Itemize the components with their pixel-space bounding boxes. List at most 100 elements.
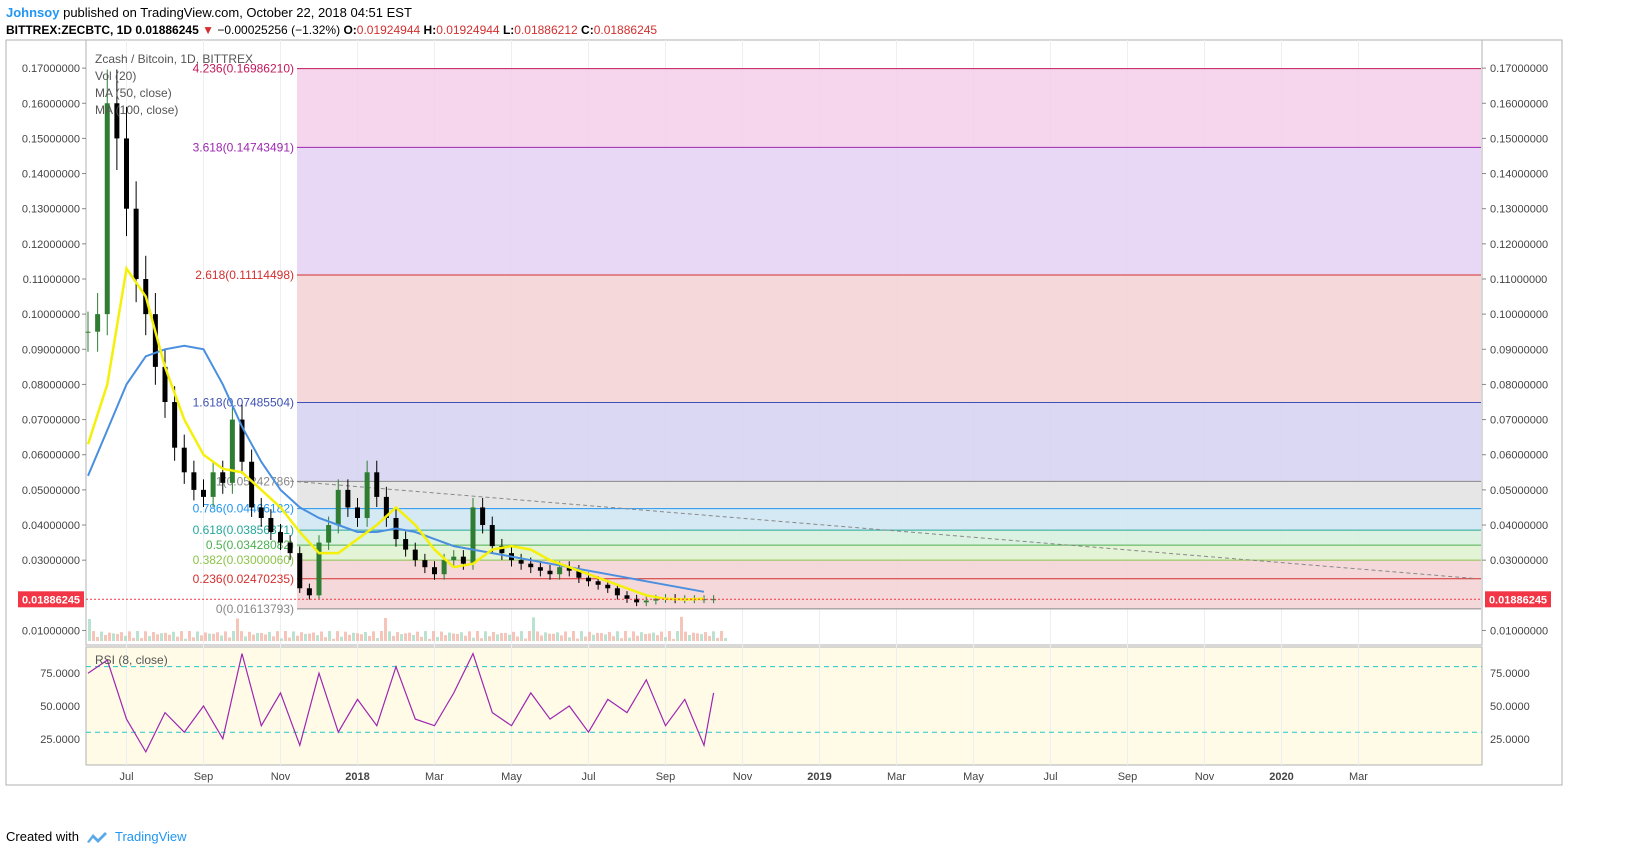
author-link[interactable]: Johnsoy: [6, 5, 60, 20]
price-candle-body: [547, 570, 553, 575]
high-label: H:: [423, 23, 437, 37]
volume-bar: [584, 636, 587, 641]
volume-bar: [316, 635, 319, 641]
rsi-indicator-label[interactable]: RSI (8, close): [95, 653, 168, 667]
time-axis-label: Nov: [1195, 771, 1215, 783]
volume-bar: [384, 617, 387, 641]
volume-bar: [224, 631, 227, 641]
volume-bar: [692, 632, 695, 641]
volume-indicator-label[interactable]: Vol (20): [95, 69, 137, 83]
time-axis-label: Mar: [887, 771, 906, 783]
volume-bar: [512, 631, 515, 641]
volume-bar: [296, 635, 299, 641]
price-tick-label-left: 0.13000000: [22, 204, 80, 216]
chart-title: Zcash / Bitcoin, 1D, BITTREX: [95, 52, 254, 66]
price-candle-body: [576, 570, 582, 578]
rsi-pane-frame: [85, 646, 1483, 766]
volume-bar: [540, 635, 543, 641]
volume-bar: [504, 632, 507, 641]
price-candle-body: [480, 507, 486, 526]
price-tick-label-right: 0.13000000: [1490, 204, 1548, 216]
volume-bar: [92, 631, 95, 641]
price-tick-label-right: 0.05000000: [1490, 485, 1548, 497]
last-price-tag-left-text: 0.01886245: [22, 594, 80, 606]
volume-bar: [272, 636, 275, 641]
time-axis-label: Jul: [1043, 771, 1057, 783]
volume-bar: [472, 637, 475, 641]
volume-bar: [376, 638, 379, 641]
volume-bar: [96, 636, 99, 641]
price-candle-body: [364, 472, 370, 518]
price-candle-body: [489, 525, 495, 547]
volume-bar: [708, 635, 711, 641]
tradingview-logo-icon: [86, 832, 107, 843]
volume-bar: [640, 632, 643, 641]
volume-bar: [680, 616, 683, 641]
time-axis-label: May: [963, 771, 984, 783]
ma100-indicator-label[interactable]: MA (100, close): [95, 103, 179, 117]
price-candle-body: [114, 103, 120, 139]
volume-bar: [200, 635, 203, 641]
price-candle-body: [220, 472, 226, 483]
price-candle-body: [422, 560, 428, 568]
symbol-header: BITTREX:ZECBTC, 1D 0.01886245 ▼ −0.00025…: [6, 22, 657, 38]
volume-bar: [700, 634, 703, 641]
volume-bar: [580, 631, 583, 641]
price-candle-body: [229, 419, 235, 483]
price-candle-body: [537, 567, 543, 571]
volume-bar: [196, 631, 199, 641]
volume-bar: [176, 636, 179, 641]
volume-bar: [212, 633, 215, 641]
price-tick-label-left: 0.05000000: [22, 485, 80, 497]
volume-bar: [276, 631, 279, 641]
price-candle-body: [374, 472, 380, 497]
volume-bar: [244, 636, 247, 641]
volume-bar: [356, 633, 359, 641]
volume-bar: [304, 633, 307, 641]
last-price-tag-right: [1485, 591, 1551, 608]
volume-bar: [300, 632, 303, 641]
price-candle-body: [85, 331, 91, 333]
volume-bar: [332, 638, 335, 641]
time-axis-label: Nov: [271, 771, 291, 783]
open-value: 0.01924944: [356, 23, 421, 37]
volume-bar: [676, 631, 679, 641]
price-tick-label-right: 0.11000000: [1490, 274, 1547, 286]
fib-level-label-4.236: 4.236(0.16986210): [193, 62, 294, 76]
volume-bar: [464, 635, 467, 641]
price-tick-label-right: 0.08000000: [1490, 379, 1548, 391]
volume-bar: [520, 631, 523, 641]
volume-bar: [116, 634, 119, 641]
price-tick-label-left: 0.16000000: [22, 98, 80, 110]
tradingview-link[interactable]: TradingView: [114, 829, 187, 844]
volume-bar: [248, 631, 251, 641]
rsi-tick-label-right: 75.0000: [1490, 668, 1530, 680]
outer-frame: [5, 39, 1563, 786]
low-value: 0.01886212: [514, 23, 578, 37]
volume-bar: [468, 631, 471, 641]
fib-band-0.618: [297, 530, 1481, 546]
price-tick-label-right: 0.14000000: [1490, 169, 1548, 181]
volume-bar: [508, 634, 511, 641]
low-label: L:: [502, 23, 515, 37]
volume-bar: [524, 638, 527, 641]
volume-bar: [644, 633, 647, 641]
price-tick-label-left: 0.11000000: [23, 274, 80, 286]
price-candle-body: [605, 584, 611, 589]
price-candle-body: [152, 314, 158, 367]
volume-bar: [628, 637, 631, 641]
ma50-indicator-label[interactable]: MA (50, close): [95, 86, 172, 100]
volume-bar: [132, 637, 135, 641]
fib-band-4.236: [297, 68, 1481, 148]
price-tick-label-left: 0.04000000: [22, 520, 80, 532]
price-tick-label-right: 0.01000000: [1490, 625, 1548, 637]
volume-bar: [192, 637, 195, 641]
price-candle-body: [586, 577, 591, 582]
volume-bar: [492, 631, 495, 641]
created-with-text: Created with: [6, 829, 79, 844]
volume-bar: [704, 632, 707, 641]
volume-bar: [576, 638, 579, 641]
price-tick-label-left: 0.01000000: [22, 625, 80, 637]
volume-bar: [632, 631, 635, 641]
